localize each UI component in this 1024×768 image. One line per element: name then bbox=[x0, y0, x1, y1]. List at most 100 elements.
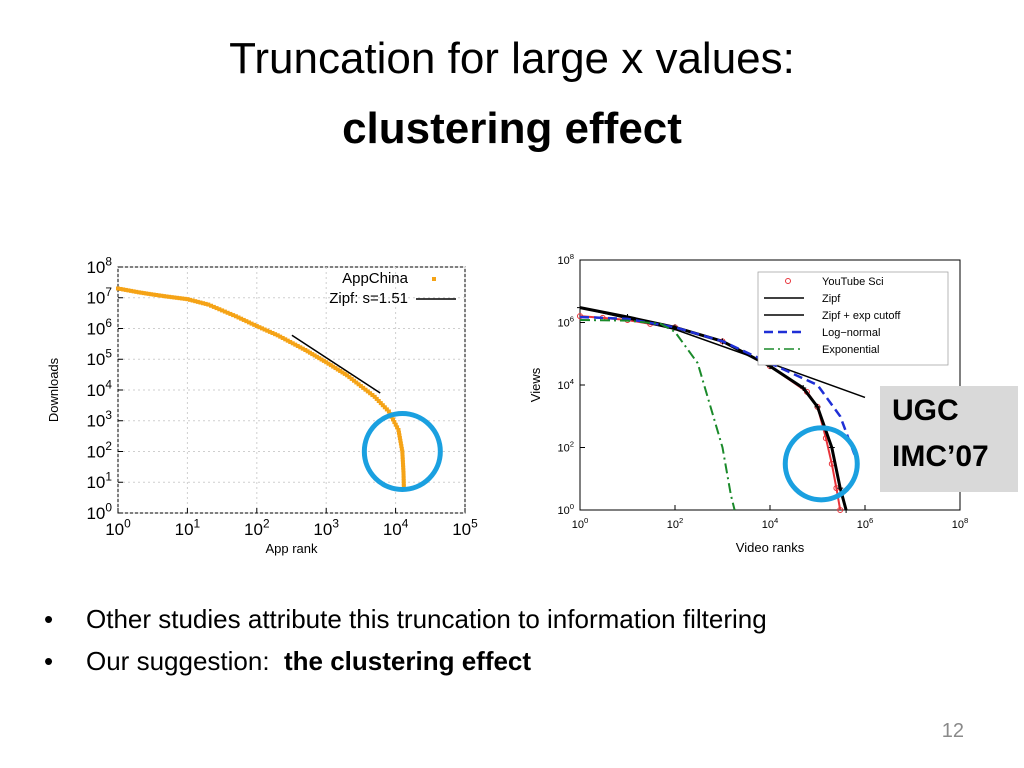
data-point bbox=[328, 363, 333, 368]
data-point bbox=[151, 292, 156, 297]
data-point bbox=[401, 462, 406, 467]
data-point bbox=[331, 364, 336, 369]
x-tick-label: 104 bbox=[762, 516, 779, 531]
data-point bbox=[393, 422, 398, 427]
data-point bbox=[136, 290, 141, 295]
series-line bbox=[579, 315, 856, 455]
data-point bbox=[380, 403, 385, 408]
data-point bbox=[321, 358, 326, 363]
data-point bbox=[260, 326, 265, 331]
x-tick-label: 100 bbox=[105, 516, 131, 539]
y-axis-label: Views bbox=[528, 367, 543, 402]
data-point bbox=[177, 296, 182, 301]
data-point bbox=[241, 317, 246, 322]
data-point bbox=[249, 321, 254, 326]
y-tick-label: 108 bbox=[557, 252, 574, 267]
data-point bbox=[370, 393, 375, 398]
x-tick-label: 108 bbox=[952, 516, 969, 531]
appchina-chart: 100 101 102 103 104 105 100 101 102 103 104 105 106 1… bbox=[40, 245, 500, 565]
data-point bbox=[288, 339, 293, 344]
data-point bbox=[265, 328, 270, 333]
data-point bbox=[365, 389, 370, 394]
data-point bbox=[118, 286, 123, 291]
data-point bbox=[283, 337, 288, 342]
data-point bbox=[324, 360, 329, 365]
y-tick-label: 102 bbox=[557, 439, 574, 454]
bullet-item: • Other studies attribute this truncatio… bbox=[44, 604, 1004, 646]
data-point bbox=[577, 304, 583, 311]
data-point bbox=[116, 286, 120, 291]
legend-label: AppChina bbox=[342, 270, 409, 287]
slide-number: 12 bbox=[941, 720, 964, 742]
series-appchina bbox=[116, 286, 406, 491]
data-point bbox=[400, 452, 405, 457]
data-point bbox=[129, 288, 134, 293]
data-point bbox=[161, 294, 166, 299]
y-tick-label: 103 bbox=[86, 408, 112, 431]
data-point bbox=[399, 446, 404, 451]
legend-label: Log−normal bbox=[822, 327, 880, 339]
y-tick-label: 107 bbox=[86, 285, 112, 308]
data-point bbox=[180, 296, 185, 301]
data-point bbox=[252, 322, 257, 327]
y-tick-label: 100 bbox=[557, 502, 574, 517]
data-point bbox=[800, 385, 807, 392]
data-point bbox=[262, 327, 267, 332]
x-tick-label: 102 bbox=[244, 516, 270, 539]
y-tick-label: 108 bbox=[86, 254, 112, 277]
data-point bbox=[401, 484, 406, 489]
data-point bbox=[293, 342, 298, 347]
appchina-chart-svg: 100 101 102 103 104 105 100 101 102 103 104 105 106 1… bbox=[46, 254, 478, 556]
data-point bbox=[386, 409, 391, 414]
data-point bbox=[400, 460, 405, 465]
data-point bbox=[392, 420, 397, 425]
x-tick-label: 103 bbox=[313, 516, 339, 539]
data-point bbox=[203, 301, 208, 306]
y-tick-label: 100 bbox=[86, 500, 112, 523]
data-point bbox=[193, 299, 198, 304]
x-tick-label: 101 bbox=[175, 516, 201, 539]
series-exponential bbox=[579, 319, 736, 511]
data-point bbox=[401, 481, 406, 486]
y-tick-label: 104 bbox=[557, 377, 574, 392]
bullet-text: Other studies attribute this truncation … bbox=[86, 604, 767, 634]
data-point bbox=[401, 473, 406, 478]
data-point bbox=[326, 361, 331, 366]
bullet-symbol: • bbox=[44, 604, 54, 634]
data-point bbox=[270, 331, 275, 336]
data-point bbox=[395, 425, 400, 430]
series-log-normal bbox=[579, 315, 856, 455]
legend-label: YouTube Sci bbox=[822, 276, 884, 288]
bullet-text-prefix: Our suggestion: bbox=[86, 646, 284, 676]
data-point bbox=[159, 293, 164, 298]
x-axis-label: Video ranks bbox=[736, 540, 805, 555]
data-point bbox=[396, 428, 401, 433]
data-point bbox=[376, 399, 381, 404]
legend-swatch bbox=[785, 278, 791, 284]
data-point bbox=[144, 291, 149, 296]
legend-label: Zipf: s=1.51 bbox=[329, 290, 408, 307]
data-point bbox=[317, 356, 322, 361]
youtube-chart: 100 102 104 106 108 100 102 104 106 108 Video rank… bbox=[520, 240, 980, 570]
data-point bbox=[363, 387, 368, 392]
data-point bbox=[244, 319, 249, 324]
data-point bbox=[356, 382, 361, 387]
data-point bbox=[382, 405, 387, 410]
data-point bbox=[319, 357, 324, 362]
y-tick-label: 104 bbox=[86, 377, 112, 400]
data-point bbox=[123, 287, 128, 292]
data-point bbox=[206, 302, 211, 307]
data-point bbox=[222, 309, 227, 314]
data-point bbox=[185, 297, 190, 302]
data-point bbox=[398, 441, 403, 446]
data-point bbox=[295, 343, 300, 348]
data-point bbox=[828, 444, 835, 451]
data-point bbox=[254, 324, 259, 329]
data-point bbox=[351, 378, 356, 383]
legend-label: Zipf bbox=[822, 293, 841, 305]
data-point bbox=[273, 332, 278, 337]
data-point bbox=[164, 294, 169, 299]
slide-title-line2: clustering effect bbox=[342, 104, 682, 153]
y-tick-label: 106 bbox=[86, 316, 112, 339]
data-point bbox=[303, 347, 308, 352]
